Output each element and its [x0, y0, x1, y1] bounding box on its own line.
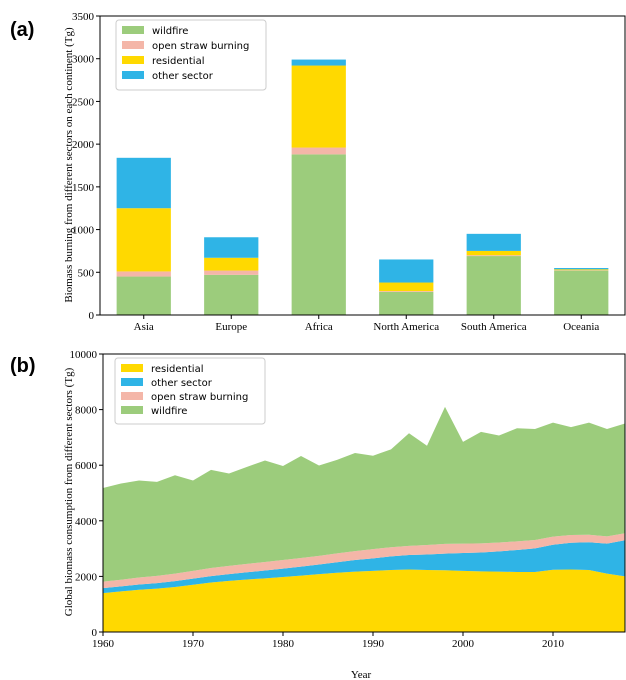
panel-b-frame — [102, 353, 626, 633]
area-residential — [103, 569, 625, 632]
x-tick-label-north-america: North America — [373, 321, 439, 333]
bar-oceania-other-sector — [554, 268, 609, 270]
bar-oceania-wildfire — [554, 270, 609, 315]
bar-europe-residential — [204, 257, 259, 271]
legend-swatch-wildfire — [121, 406, 143, 414]
x-tick-label-oceania: Oceania — [563, 321, 599, 333]
legend-label-other-sector: other sector — [151, 378, 213, 389]
bar-africa-other-sector — [291, 59, 346, 66]
y-tick-label-8000: 8000 — [75, 405, 98, 417]
bar-north-america-open-straw-burning — [379, 291, 434, 292]
bar-asia-residential — [116, 208, 171, 272]
y-tick-label-10000: 10000 — [70, 349, 98, 361]
bar-asia-other-sector — [116, 157, 171, 209]
legend-label-wildfire: wildfire — [151, 406, 187, 417]
panel-b-chart: 1960 1970 1980 1990 2000 2010 0 2000 4000 6000 800… — [70, 349, 626, 650]
area-other-sector — [103, 540, 625, 594]
legend-swatch-other-sector — [122, 71, 144, 79]
bar-south-america-other-sector — [466, 233, 521, 251]
legend-label-residential: residential — [152, 56, 204, 67]
x-tick-label-1980: 1980 — [272, 638, 295, 650]
panel-b-ylabel: Global biomass consumption from differen… — [63, 367, 75, 616]
bar-oceania-residential — [554, 269, 609, 271]
panel-a-chart: Asia Europe Africa North America South Ameri… — [72, 11, 626, 333]
x-tick-label-1970: 1970 — [182, 638, 205, 650]
y-tick-label-1500: 1500 — [72, 182, 95, 194]
y-tick-label-1000: 1000 — [72, 225, 95, 237]
bar-south-america-wildfire — [466, 256, 521, 315]
legend-label-open-straw-burning: open straw burning — [152, 41, 249, 52]
panel-b-legend — [114, 357, 266, 425]
legend-swatch-residential — [122, 56, 144, 64]
bar-africa-wildfire — [291, 154, 346, 315]
panel-a-ylabel: Biomass burning from different sectors o… — [63, 27, 75, 303]
bar-north-america-wildfire — [379, 291, 434, 315]
panel-a-frame — [99, 15, 626, 316]
panel-b-label: (b) — [10, 355, 36, 377]
bar-asia-wildfire — [116, 276, 171, 315]
y-tick-label-4000: 4000 — [75, 516, 98, 528]
bar-europe-other-sector — [204, 237, 259, 258]
y-tick-label-2000: 2000 — [75, 571, 98, 583]
y-tick-label-6000: 6000 — [75, 460, 98, 472]
legend-swatch-residential — [121, 364, 143, 372]
x-tick-label-europe: Europe — [215, 321, 247, 333]
legend-swatch-open-straw-burning — [121, 392, 143, 400]
legend-swatch-wildfire — [122, 26, 144, 34]
x-tick-label-2010: 2010 — [542, 638, 565, 650]
x-tick-label-africa: Africa — [305, 321, 333, 333]
x-tick-label-south-america: South America — [461, 321, 527, 333]
legend-swatch-open-straw-burning — [122, 41, 144, 49]
bar-asia-open-straw-burning — [116, 271, 171, 277]
legend-label-wildfire: wildfire — [152, 26, 188, 37]
panel-a-legend — [115, 19, 267, 91]
area-open-straw-burning — [103, 533, 625, 589]
bar-africa-open-straw-burning — [291, 147, 346, 155]
panel-b-xlabel: Year — [351, 669, 372, 680]
area-wildfire — [103, 406, 625, 582]
x-tick-label-asia: Asia — [134, 321, 154, 333]
bar-europe-open-straw-burning — [204, 270, 259, 275]
y-tick-label-2500: 2500 — [72, 96, 95, 108]
y-tick-label-500: 500 — [78, 267, 95, 279]
x-tick-label-1990: 1990 — [362, 638, 385, 650]
bar-europe-wildfire — [204, 274, 259, 315]
y-tick-label-0: 0 — [92, 627, 98, 639]
x-tick-label-1960: 1960 — [92, 638, 115, 650]
bar-africa-residential — [291, 65, 346, 148]
y-tick-label-3000: 3000 — [72, 54, 95, 66]
y-tick-label-0: 0 — [89, 310, 95, 322]
y-tick-label-2000: 2000 — [72, 139, 95, 151]
bar-south-america-residential — [466, 250, 521, 256]
bar-north-america-other-sector — [379, 259, 434, 283]
legend-label-residential: residential — [151, 364, 203, 375]
panel-a-label: (a) — [10, 19, 34, 41]
y-tick-label-3500: 3500 — [72, 11, 95, 23]
bar-south-america-open-straw-burning — [466, 255, 521, 257]
legend-swatch-other-sector — [121, 378, 143, 386]
legend-label-open-straw-burning: open straw burning — [151, 392, 248, 403]
bar-north-america-residential — [379, 282, 434, 292]
legend-label-other-sector: other sector — [152, 71, 214, 82]
x-tick-label-2000: 2000 — [452, 638, 475, 650]
